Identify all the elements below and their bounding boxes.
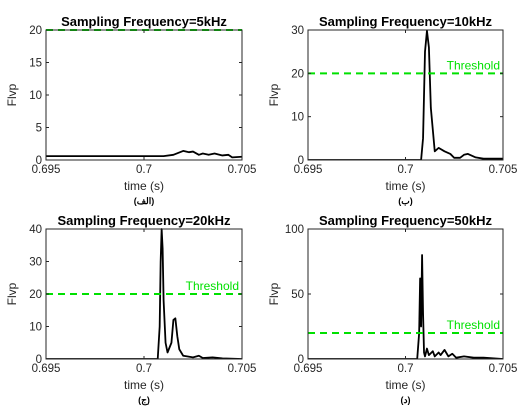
y-axis-label: Flvp	[5, 282, 19, 305]
subplot-4: Threshold 0 50 100 0.695 0.7 0.705 Sampling Fre…	[267, 213, 517, 405]
y-tick-label: 20	[29, 289, 42, 301]
x-tick-label: 0.705	[489, 363, 518, 375]
x-tick-label: 0.7	[398, 164, 414, 176]
y-tick-label: 10	[291, 112, 304, 124]
threshold-label: Threshold	[186, 279, 239, 293]
subplot-title: Sampling Frequency=5kHz	[61, 14, 227, 29]
y-tick-label: 0	[298, 354, 304, 366]
threshold-label: Threshold	[447, 58, 500, 72]
y-tick-label: 30	[291, 25, 304, 37]
subplot-title: Sampling Frequency=50kHz	[319, 213, 493, 228]
subplot-caption: (ج)	[138, 395, 150, 406]
y-tick-label: 20	[291, 68, 304, 80]
y-tick-label: 40	[29, 224, 42, 236]
threshold-label: Threshold	[447, 318, 500, 332]
y-axis-label: Flvp	[267, 83, 281, 106]
subplot-2: Threshold 0 10 20 30 0.695 0.7 0.705 Sampling Fr…	[267, 14, 517, 207]
y-tick-label: 20	[29, 25, 42, 37]
y-tick-label: 100	[285, 224, 304, 236]
y-tick-label: 30	[29, 257, 42, 269]
subplot-title: Sampling Frequency=20kHz	[57, 213, 231, 228]
x-tick-label: 0.695	[32, 363, 61, 375]
axes-box	[307, 228, 504, 360]
x-tick-label: 0.7	[398, 363, 414, 375]
x-tick-label: 0.695	[294, 363, 323, 375]
y-tick-label: 10	[29, 322, 42, 334]
subplot-caption: (الف)	[134, 196, 155, 206]
y-tick-label: 5	[36, 123, 42, 135]
subplot-1: 0 5 10 15 20 0.695 0.7 0.705 Sampling Frequency=…	[5, 14, 256, 206]
x-axis-label: time (s)	[386, 179, 426, 193]
y-tick-label: 50	[291, 289, 304, 301]
x-tick-label: 0.695	[32, 164, 61, 176]
subplot-caption: (ب)	[398, 196, 412, 207]
y-tick-label: 0	[36, 155, 42, 167]
x-tick-label: 0.705	[228, 363, 257, 375]
y-axis-label: Flvp	[267, 282, 281, 305]
x-axis-label: time (s)	[124, 179, 164, 193]
subplot-caption: (د)	[400, 395, 410, 405]
subplot-3: Threshold 0 10 20 30 40 0.695 0.7 0.705 Sampling …	[5, 213, 256, 406]
signal-line-1	[308, 29, 503, 160]
y-tick-label: 0	[298, 155, 304, 167]
x-tick-label: 0.705	[489, 164, 518, 176]
y-tick-label: 15	[29, 58, 42, 70]
x-tick-label: 0.705	[228, 164, 257, 176]
x-tick-label: 0.695	[294, 164, 323, 176]
axes-box	[307, 29, 504, 161]
subplot-title: Sampling Frequency=10kHz	[319, 14, 493, 29]
axes-box	[45, 29, 243, 161]
x-axis-label: time (s)	[124, 378, 164, 392]
x-axis-label: time (s)	[386, 378, 426, 392]
signal-line-1	[308, 254, 503, 359]
x-tick-label: 0.7	[136, 164, 152, 176]
x-tick-label: 0.7	[136, 363, 152, 375]
y-tick-label: 10	[29, 90, 42, 102]
signal-line-1	[46, 149, 242, 159]
signal-line-1	[46, 228, 242, 359]
y-tick-label: 0	[36, 354, 42, 366]
y-axis-label: Flvp	[5, 83, 19, 106]
